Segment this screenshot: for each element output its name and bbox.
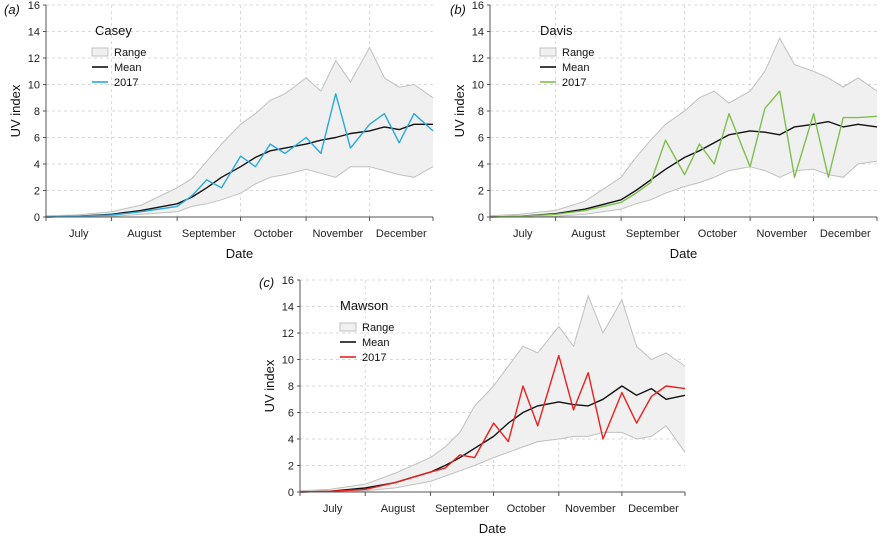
x-tick-label: December (376, 228, 427, 240)
legend: Range Mean 2017 (339, 322, 394, 364)
x-tick-label: November (565, 503, 616, 515)
legend-swatch-range (339, 322, 357, 332)
y-tick-label: 6 (34, 133, 40, 145)
y-tick-label: 16 (28, 0, 40, 12)
y-tick-label: 8 (34, 106, 40, 118)
x-tick-label: November (756, 228, 807, 240)
legend-label: Range (362, 322, 394, 334)
panel-label: (b) (450, 2, 466, 17)
y-tick-label: 0 (34, 212, 40, 224)
range-lower-line (46, 166, 434, 218)
range-band (490, 38, 877, 217)
series-line-2017 (45, 93, 434, 218)
y-tick-label: 0 (478, 212, 484, 224)
x-axis-label: Date (226, 246, 253, 261)
x-tick-label: September (182, 228, 236, 240)
x-tick-label: December (628, 503, 679, 515)
y-tick-label: 2 (34, 186, 40, 198)
legend: Range Mean 2017 (539, 47, 594, 89)
y-tick-label: 8 (478, 106, 484, 118)
y-tick-label: 4 (288, 434, 294, 446)
legend: Range Mean 2017 (91, 47, 146, 89)
x-tick-label: August (381, 503, 415, 515)
legend-label: Mean (362, 337, 390, 349)
legend-label: Range (562, 47, 594, 59)
y-tick-label: 12 (472, 53, 484, 65)
series-line-2017 (299, 354, 686, 493)
y-tick-label: 10 (282, 355, 294, 367)
series-line-mean (489, 120, 878, 218)
x-tick-label: October (507, 503, 546, 515)
legend-label: Mean (114, 62, 142, 74)
y-tick-label: 6 (478, 133, 484, 145)
x-tick-label: November (312, 228, 363, 240)
panel-mawson: 0 2 4 6 8 10 12 14 16 July August September October N… (259, 275, 686, 536)
y-tick-label: 8 (288, 381, 294, 393)
y-axis-label: UV index (452, 84, 467, 137)
panel-label: (c) (259, 275, 274, 290)
series-line-mean (45, 123, 433, 218)
y-tick-label: 10 (472, 80, 484, 92)
y-tick-label: 12 (282, 328, 294, 340)
panel-davis: 0 2 4 6 8 10 12 14 16 July August September October N… (450, 0, 878, 261)
y-tick-label: 12 (28, 53, 40, 65)
range-upper-line (489, 36, 878, 217)
y-tick-label: 14 (472, 27, 484, 39)
x-tick-label: December (820, 228, 871, 240)
legend-swatch-range (539, 47, 557, 57)
station-name: Davis (540, 23, 573, 38)
y-tick-label: 4 (478, 159, 484, 171)
x-axis-label: Date (670, 246, 697, 261)
panel-label: (a) (4, 2, 20, 17)
x-tick-label: September (626, 228, 680, 240)
x-tick-label: August (127, 228, 161, 240)
panel-casey: 0 2 4 6 8 10 12 14 16 July August September October N… (4, 0, 434, 261)
range-lower-line (300, 425, 686, 493)
legend-label: 2017 (362, 352, 386, 364)
x-tick-label: September (435, 503, 489, 515)
x-tick-label: October (698, 228, 737, 240)
series-line-2017 (489, 90, 878, 218)
station-name: Mawson (340, 298, 388, 313)
range-upper-line (45, 46, 434, 217)
y-axis-label: UV index (8, 84, 23, 137)
y-tick-label: 6 (288, 408, 294, 420)
legend-swatch-range (91, 47, 109, 57)
y-tick-label: 16 (282, 275, 294, 287)
x-tick-label: July (513, 228, 533, 240)
legend-label: Mean (562, 62, 590, 74)
legend-label: 2017 (562, 77, 586, 89)
y-tick-label: 14 (28, 27, 40, 39)
y-tick-label: 10 (28, 80, 40, 92)
y-axis-label: UV index (262, 359, 277, 412)
station-name: Casey (95, 23, 132, 38)
y-tick-label: 0 (288, 487, 294, 499)
x-tick-label: August (571, 228, 605, 240)
x-tick-label: July (69, 228, 89, 240)
legend-label: Range (114, 47, 146, 59)
range-upper-line (299, 294, 686, 492)
x-tick-label: October (254, 228, 293, 240)
range-lower-line (490, 160, 878, 218)
y-tick-label: 14 (282, 302, 294, 314)
y-tick-label: 16 (472, 0, 484, 12)
y-tick-label: 2 (478, 186, 484, 198)
range-band (46, 47, 433, 218)
y-tick-label: 2 (288, 461, 294, 473)
x-tick-label: July (323, 503, 343, 515)
y-tick-label: 4 (34, 159, 40, 171)
range-band (300, 295, 685, 492)
x-axis-label: Date (479, 521, 506, 535)
legend-label: 2017 (114, 77, 138, 89)
